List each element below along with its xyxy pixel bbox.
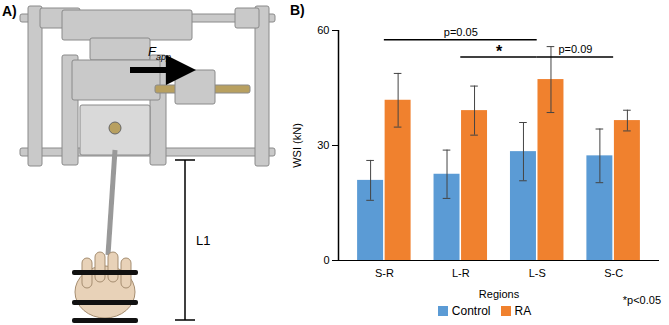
html-text:*p<0.05: *p<0.05 <box>622 294 661 306</box>
svg-text:Regions: Regions <box>479 288 520 300</box>
html-text:RA: RA <box>514 304 532 318</box>
svg-text:S-C: S-C <box>604 267 623 279</box>
svg-text:0: 0 <box>323 254 329 266</box>
svg-text:L1: L1 <box>196 233 210 248</box>
svg-text:p=0.09: p=0.09 <box>558 43 592 55</box>
svg-text:30: 30 <box>317 139 329 151</box>
svg-text:p=0.05: p=0.05 <box>444 26 478 38</box>
svg-text:WSI (kN): WSI (kN) <box>291 123 303 168</box>
html-text:B): B) <box>290 2 305 18</box>
html-text:Control: Control <box>451 304 491 318</box>
svg-text:60: 60 <box>317 24 329 36</box>
svg-text:S-R: S-R <box>375 267 394 279</box>
svg-text:L-S: L-S <box>529 267 546 279</box>
svg-text:*: * <box>496 43 503 60</box>
svg-text:L-R: L-R <box>452 267 470 279</box>
svg-text:Fapp: Fapp <box>148 44 171 62</box>
svg-text:A): A) <box>2 3 17 19</box>
